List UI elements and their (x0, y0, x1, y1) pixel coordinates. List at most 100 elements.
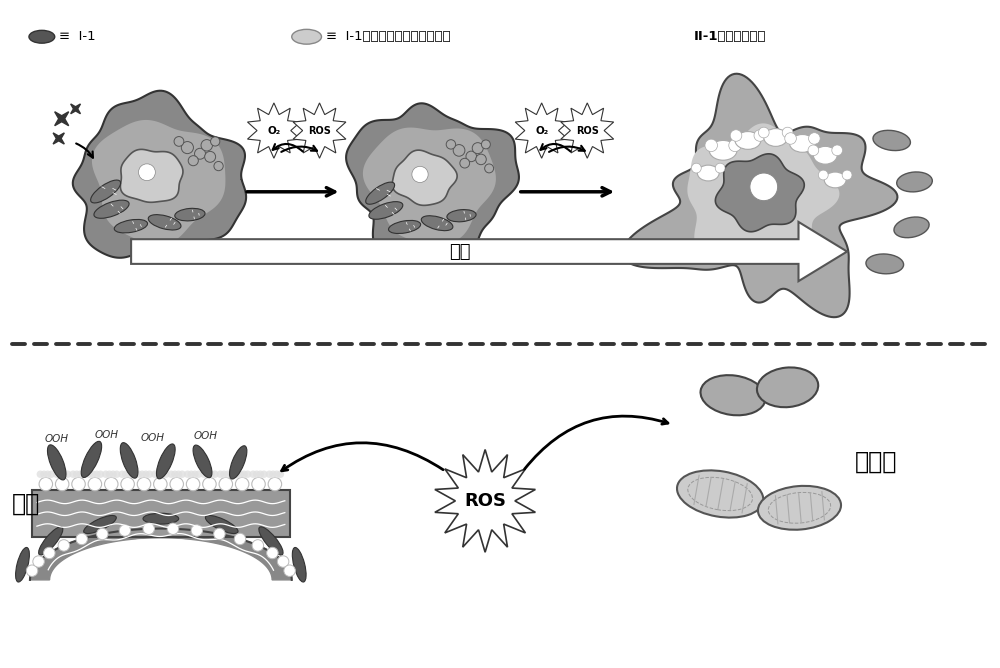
Ellipse shape (91, 180, 121, 203)
Circle shape (691, 163, 701, 173)
Circle shape (151, 470, 159, 478)
Circle shape (60, 470, 68, 478)
Polygon shape (687, 124, 839, 264)
Polygon shape (55, 112, 69, 126)
Ellipse shape (764, 129, 788, 146)
Ellipse shape (813, 146, 837, 164)
Circle shape (187, 470, 195, 478)
Text: ≡  I-1: ≡ I-1 (59, 30, 95, 43)
Text: ROS: ROS (464, 492, 506, 510)
Circle shape (205, 152, 216, 162)
Polygon shape (392, 150, 457, 205)
Circle shape (204, 470, 211, 478)
Circle shape (235, 478, 249, 491)
Circle shape (211, 470, 219, 478)
Polygon shape (30, 528, 292, 580)
Circle shape (237, 470, 244, 478)
Circle shape (55, 478, 69, 491)
Circle shape (89, 470, 97, 478)
Circle shape (818, 170, 828, 180)
Circle shape (233, 470, 240, 478)
Text: ≡  I-1在处于氧化应激的脂滤中: ≡ I-1在处于氧化应激的脂滤中 (326, 30, 451, 43)
Circle shape (184, 470, 191, 478)
Ellipse shape (259, 527, 283, 555)
Ellipse shape (175, 208, 205, 221)
Text: OOH: OOH (94, 430, 118, 440)
Circle shape (86, 470, 93, 478)
Circle shape (93, 470, 100, 478)
Circle shape (171, 470, 179, 478)
Circle shape (244, 470, 251, 478)
Circle shape (729, 139, 741, 152)
Circle shape (186, 478, 200, 491)
Ellipse shape (143, 513, 179, 524)
Ellipse shape (709, 140, 737, 160)
Circle shape (64, 470, 71, 478)
Circle shape (33, 556, 44, 567)
Circle shape (266, 470, 273, 478)
Circle shape (154, 478, 167, 491)
Circle shape (58, 540, 70, 551)
Ellipse shape (230, 446, 247, 479)
Circle shape (758, 127, 769, 138)
Circle shape (73, 470, 80, 478)
Circle shape (170, 478, 183, 491)
Circle shape (72, 478, 85, 491)
Polygon shape (92, 120, 225, 245)
Polygon shape (622, 73, 897, 317)
Circle shape (129, 470, 137, 478)
Circle shape (277, 556, 289, 567)
Text: O₂: O₂ (535, 126, 548, 136)
Polygon shape (71, 104, 80, 114)
Circle shape (122, 470, 130, 478)
Circle shape (195, 470, 202, 478)
Ellipse shape (47, 445, 66, 480)
Ellipse shape (292, 548, 306, 582)
Circle shape (446, 140, 456, 149)
Circle shape (269, 470, 277, 478)
Circle shape (39, 478, 53, 491)
Circle shape (175, 470, 182, 478)
Circle shape (138, 164, 155, 180)
Circle shape (730, 130, 742, 142)
Circle shape (207, 470, 215, 478)
Ellipse shape (824, 172, 846, 188)
Circle shape (195, 148, 205, 159)
Ellipse shape (894, 217, 929, 238)
Circle shape (253, 470, 260, 478)
Circle shape (750, 173, 778, 200)
Circle shape (76, 533, 87, 544)
Ellipse shape (193, 445, 212, 478)
Circle shape (105, 478, 118, 491)
Circle shape (26, 565, 38, 576)
Circle shape (214, 528, 225, 540)
Polygon shape (120, 150, 183, 202)
Ellipse shape (84, 516, 116, 534)
Circle shape (181, 142, 193, 154)
Ellipse shape (701, 375, 766, 415)
Circle shape (260, 470, 268, 478)
Circle shape (705, 139, 717, 152)
Ellipse shape (292, 29, 322, 44)
Circle shape (808, 145, 819, 156)
Circle shape (174, 136, 184, 146)
Ellipse shape (369, 202, 403, 219)
Text: II-1在线粒体膜上: II-1在线粒体膜上 (693, 30, 766, 43)
Ellipse shape (758, 486, 841, 530)
Polygon shape (293, 103, 346, 158)
Text: ROS: ROS (308, 126, 331, 136)
Circle shape (158, 470, 166, 478)
Ellipse shape (697, 165, 719, 181)
Circle shape (219, 478, 233, 491)
Polygon shape (346, 104, 519, 263)
Circle shape (102, 470, 110, 478)
Circle shape (188, 156, 198, 166)
Circle shape (118, 470, 126, 478)
Circle shape (126, 470, 133, 478)
Circle shape (37, 470, 44, 478)
Polygon shape (561, 103, 614, 158)
Ellipse shape (120, 443, 138, 478)
Circle shape (137, 478, 151, 491)
Ellipse shape (39, 527, 63, 555)
Ellipse shape (873, 130, 910, 150)
